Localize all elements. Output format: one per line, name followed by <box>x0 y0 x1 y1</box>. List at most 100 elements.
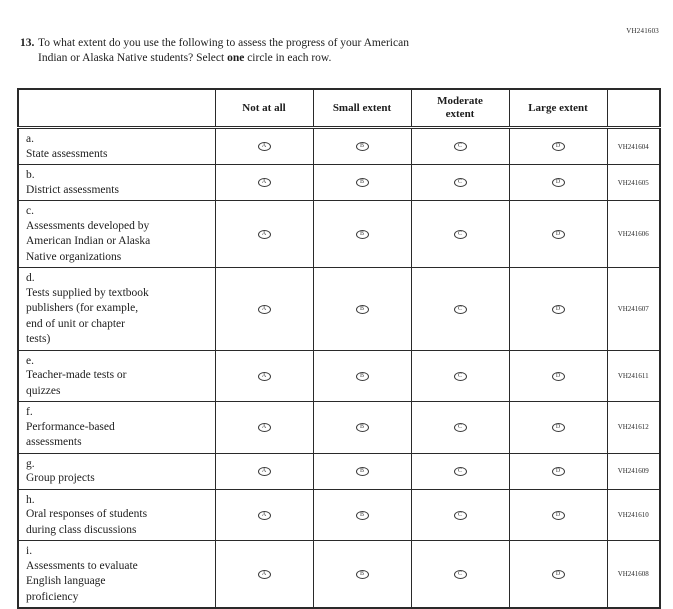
response-circle-b[interactable]: B <box>355 510 369 520</box>
response-circle-a[interactable]: A <box>257 142 271 152</box>
row-code: VH241606 <box>606 200 661 268</box>
response-circle-a[interactable]: A <box>257 178 271 188</box>
row-label: f. Performance-based assessments <box>17 401 216 454</box>
cell-moderate-extent: C <box>410 200 510 268</box>
cell-not-at-all: A <box>214 267 314 351</box>
cell-small-extent: B <box>312 349 412 402</box>
response-circle-c[interactable]: C <box>453 304 467 314</box>
response-circle-d[interactable]: D <box>551 423 565 433</box>
row-letter: a. <box>26 133 34 145</box>
row-code: VH241605 <box>606 164 661 201</box>
response-circle-d[interactable]: D <box>551 229 565 239</box>
response-circle-a[interactable]: A <box>257 466 271 476</box>
row-code: VH241608 <box>606 540 661 609</box>
cell-small-extent: B <box>312 164 412 201</box>
column-header-code <box>606 88 661 129</box>
question-line2-pre: Indian or Alaska Native students? Select <box>38 52 225 64</box>
response-circle-a[interactable]: A <box>257 510 271 520</box>
column-header-moderate-extent: Moderate extent <box>410 88 510 129</box>
row-label-text: Group projects <box>26 472 95 484</box>
table-row: d. Tests supplied by textbook publishers … <box>17 267 661 351</box>
response-circle-d[interactable]: D <box>551 304 565 314</box>
row-letter: f. <box>26 406 33 418</box>
row-label-text: Assessments developed by American Indian… <box>26 219 151 263</box>
question: 13. To what extent do you use the follow… <box>20 36 605 66</box>
response-circle-d[interactable]: D <box>551 371 565 381</box>
row-label-text: Assessments to evaluate English language… <box>26 559 138 603</box>
table-row: g. Group projects A B C D VH241609 <box>17 452 661 490</box>
response-circle-c[interactable]: C <box>453 371 467 381</box>
column-header-large-extent: Large extent <box>508 88 608 129</box>
question-line2-post: circle in each row. <box>247 52 332 64</box>
cell-moderate-extent: C <box>410 349 510 402</box>
response-circle-b[interactable]: B <box>355 178 369 188</box>
header-row: Not at all Small extent Moderate extent … <box>17 88 661 129</box>
response-circle-d[interactable]: D <box>551 569 565 579</box>
row-label: b. District assessments <box>17 164 216 201</box>
response-circle-a[interactable]: A <box>257 229 271 239</box>
cell-not-at-all: A <box>214 540 314 609</box>
response-circle-b[interactable]: B <box>355 569 369 579</box>
row-code: VH241612 <box>606 401 661 454</box>
cell-large-extent: D <box>508 349 608 402</box>
response-circle-c[interactable]: C <box>453 510 467 520</box>
question-line1: To what extent do you use the following … <box>38 37 409 49</box>
cell-moderate-extent: C <box>410 267 510 351</box>
row-label-text: Oral responses of students during class … <box>26 508 148 536</box>
response-circle-b[interactable]: B <box>355 371 369 381</box>
response-circle-d[interactable]: D <box>551 142 565 152</box>
row-letter: i. <box>26 545 33 557</box>
cell-large-extent: D <box>508 540 608 609</box>
cell-moderate-extent: C <box>410 488 510 541</box>
table-row: c. Assessments developed by American Indi… <box>17 200 661 268</box>
cell-moderate-extent: C <box>410 127 510 165</box>
row-code: VH241607 <box>606 267 661 351</box>
question-text: To what extent do you use the following … <box>38 36 605 66</box>
table-row: i. Assessments to evaluate English langua… <box>17 540 661 609</box>
row-label: g. Group projects <box>17 452 216 490</box>
response-circle-c[interactable]: C <box>453 569 467 579</box>
row-letter: e. <box>26 354 34 367</box>
row-code: VH241604 <box>606 127 661 165</box>
cell-small-extent: B <box>312 488 412 541</box>
response-circle-d[interactable]: D <box>551 178 565 188</box>
column-header-small-extent: Small extent <box>312 88 412 129</box>
question-bold-word: one <box>227 52 245 64</box>
table-row: b. District assessments A B C D VH241605 <box>17 164 661 201</box>
response-circle-c[interactable]: C <box>453 142 467 152</box>
response-circle-d[interactable]: D <box>551 466 565 476</box>
cell-small-extent: B <box>312 127 412 165</box>
cell-large-extent: D <box>508 200 608 268</box>
response-circle-c[interactable]: C <box>453 466 467 476</box>
row-label: d. Tests supplied by textbook publishers … <box>17 267 216 351</box>
cell-not-at-all: A <box>214 452 314 490</box>
cell-not-at-all: A <box>214 127 314 165</box>
response-circle-a[interactable]: A <box>257 371 271 381</box>
response-circle-b[interactable]: B <box>355 466 369 476</box>
row-label-text: Performance-based assessments <box>26 420 115 449</box>
row-letter: b. <box>26 169 35 181</box>
response-circle-d[interactable]: D <box>551 510 565 520</box>
cell-not-at-all: A <box>214 164 314 201</box>
row-letter: c. <box>26 205 34 217</box>
cell-large-extent: D <box>508 452 608 490</box>
cell-large-extent: D <box>508 267 608 351</box>
row-letter: d. <box>26 272 35 284</box>
row-label-text: Tests supplied by textbook publishers (f… <box>26 286 149 346</box>
response-circle-c[interactable]: C <box>453 229 467 239</box>
cell-moderate-extent: C <box>410 452 510 490</box>
response-circle-a[interactable]: A <box>257 423 271 433</box>
row-letter: h. <box>26 493 35 506</box>
cell-small-extent: B <box>312 540 412 609</box>
response-circle-b[interactable]: B <box>355 142 369 152</box>
response-circle-c[interactable]: C <box>453 423 467 433</box>
response-circle-a[interactable]: A <box>257 304 271 314</box>
row-label: h. Oral responses of students during clas… <box>17 488 216 541</box>
response-circle-b[interactable]: B <box>355 423 369 433</box>
response-circle-a[interactable]: A <box>257 569 271 579</box>
response-circle-c[interactable]: C <box>453 178 467 188</box>
cell-not-at-all: A <box>214 349 314 402</box>
response-circle-b[interactable]: B <box>355 304 369 314</box>
response-circle-b[interactable]: B <box>355 229 369 239</box>
cell-small-extent: B <box>312 401 412 454</box>
